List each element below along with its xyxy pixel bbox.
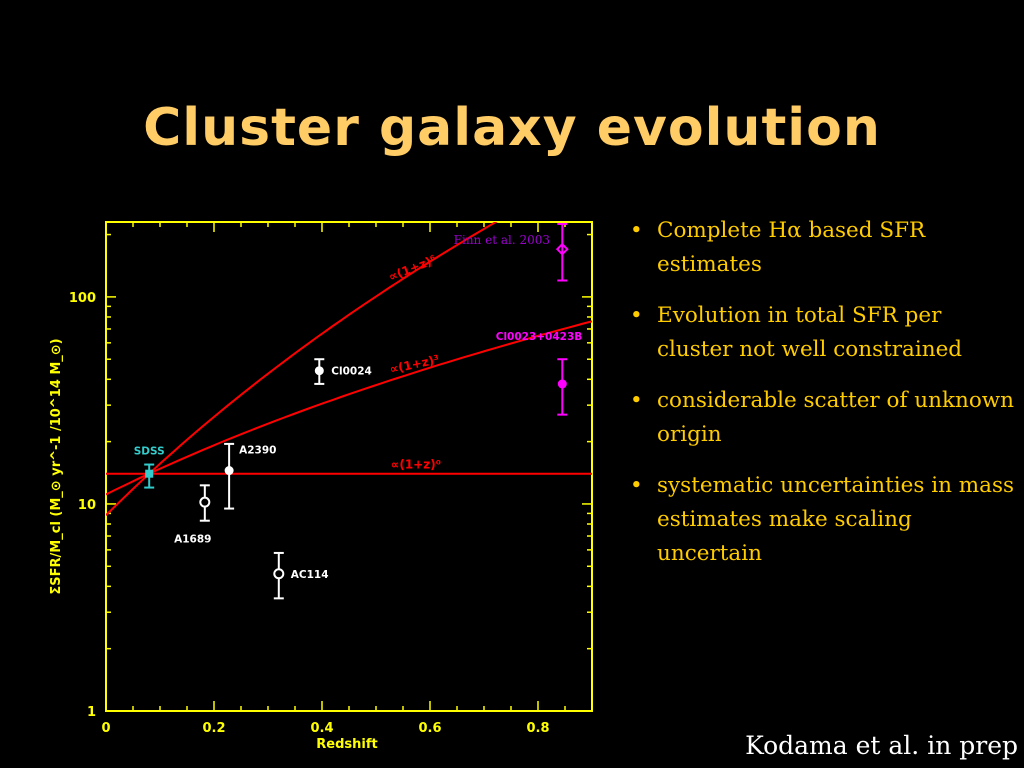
y-tick-label: 100 xyxy=(69,291,96,306)
x-tick-label: 0 xyxy=(101,721,110,736)
x-tick-label: 0.6 xyxy=(418,721,441,736)
x-tick-label: 0.2 xyxy=(202,721,225,736)
data-point xyxy=(555,242,569,256)
model-line-label: ∝(1+z)⁰ xyxy=(391,458,441,472)
model-line-label: ∝(1+z)⁶ xyxy=(387,252,439,284)
citation: Kodama et al. in prep xyxy=(745,731,1018,760)
data-point xyxy=(199,496,211,508)
bullet-list: Complete Hα based SFR estimates Evolutio… xyxy=(630,214,1020,588)
data-point xyxy=(314,366,324,376)
y-axis-title: ΣSFR/M_cl (M_⊙ yr^-1 /10^14 M_⊙) xyxy=(49,338,64,594)
x-tick-label: 0.4 xyxy=(310,721,333,736)
point-label: Cl0023+0423B xyxy=(496,331,583,343)
model-line xyxy=(106,222,498,516)
data-point xyxy=(145,469,154,478)
data-point xyxy=(273,568,285,580)
y-tick-label: 10 xyxy=(78,498,96,513)
chart-labels: 0 0.2 0.4 0.6 0.8 1 10 100 Redshift ΣSFR/M_cl (M_… xyxy=(49,233,582,752)
model-lines xyxy=(106,222,592,516)
y-tick-label: 1 xyxy=(87,705,96,720)
data-point xyxy=(557,379,567,389)
point-label: A2390 xyxy=(239,445,276,457)
point-label: AC114 xyxy=(291,569,329,581)
data-points xyxy=(144,222,569,600)
plot-frame xyxy=(105,221,593,712)
point-label: Cl0024 xyxy=(331,366,372,378)
sfr-redshift-chart: 0 0.2 0.4 0.6 0.8 1 10 100 Redshift ΣSFR/M_cl (M_… xyxy=(49,221,593,752)
point-label: A1689 xyxy=(174,534,211,546)
slide-title: Cluster galaxy evolution xyxy=(143,98,881,158)
x-axis-title: Redshift xyxy=(316,737,377,752)
bullet-item: Complete Hα based SFR estimates xyxy=(630,214,1020,282)
bullet-item: considerable scatter of unknown origin xyxy=(630,384,1020,452)
x-tick-label: 0.8 xyxy=(526,721,549,736)
bullet-item: systematic uncertainties in mass estimat… xyxy=(630,469,1020,571)
chart-annotation: Finn et al. 2003 xyxy=(454,233,550,247)
data-point xyxy=(224,466,234,476)
point-label: SDSS xyxy=(134,446,165,458)
model-line xyxy=(106,320,592,496)
bullet-item: Evolution in total SFR per cluster not w… xyxy=(630,299,1020,367)
chart-axes xyxy=(105,221,593,712)
